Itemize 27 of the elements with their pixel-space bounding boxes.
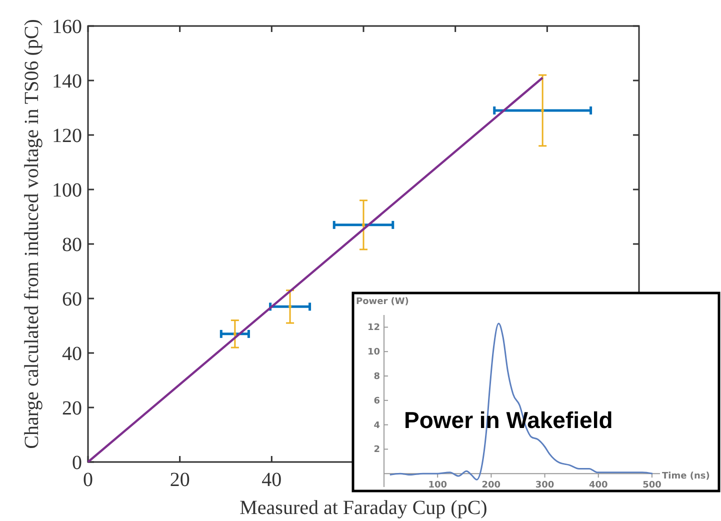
y-tick-label: 0 — [72, 452, 82, 474]
x-tick-label: 200 — [482, 480, 501, 491]
y-axis-title: Power (W) — [356, 297, 409, 307]
x-axis-title: Time (ns) — [662, 472, 710, 482]
x-tick-label: 500 — [642, 480, 662, 491]
y-tick-label: 120 — [52, 125, 82, 147]
y-tick-label: 60 — [62, 288, 82, 310]
x-tick-label: 300 — [535, 480, 554, 491]
x-tick-label: 400 — [588, 480, 608, 491]
y-tick-label: 6 — [374, 396, 380, 406]
y-tick-label: 2 — [374, 445, 380, 456]
y-tick-label: 10 — [367, 348, 380, 358]
x-tick-label: 20 — [170, 469, 190, 491]
y-tick-label: 100 — [52, 180, 82, 202]
y-tick-label: 40 — [62, 343, 82, 365]
x-axis-title: Measured at Faraday Cup (pC) — [240, 497, 488, 519]
line-series — [389, 322, 654, 480]
y-tick-label: 140 — [52, 70, 82, 92]
x-tick-label: 100 — [428, 480, 447, 491]
y-tick-label: 4 — [374, 420, 380, 431]
x-tick-label: 40 — [262, 469, 282, 491]
y-tick-label: 8 — [374, 372, 380, 382]
y-tick-label: 12 — [367, 323, 380, 334]
y-tick-label: 160 — [52, 16, 82, 38]
y-tick-label: 20 — [62, 398, 82, 420]
y-tick-label: 80 — [62, 234, 82, 256]
y-axis-title: Charge calculated from induced voltage in TS06 (pC) — [21, 19, 43, 449]
